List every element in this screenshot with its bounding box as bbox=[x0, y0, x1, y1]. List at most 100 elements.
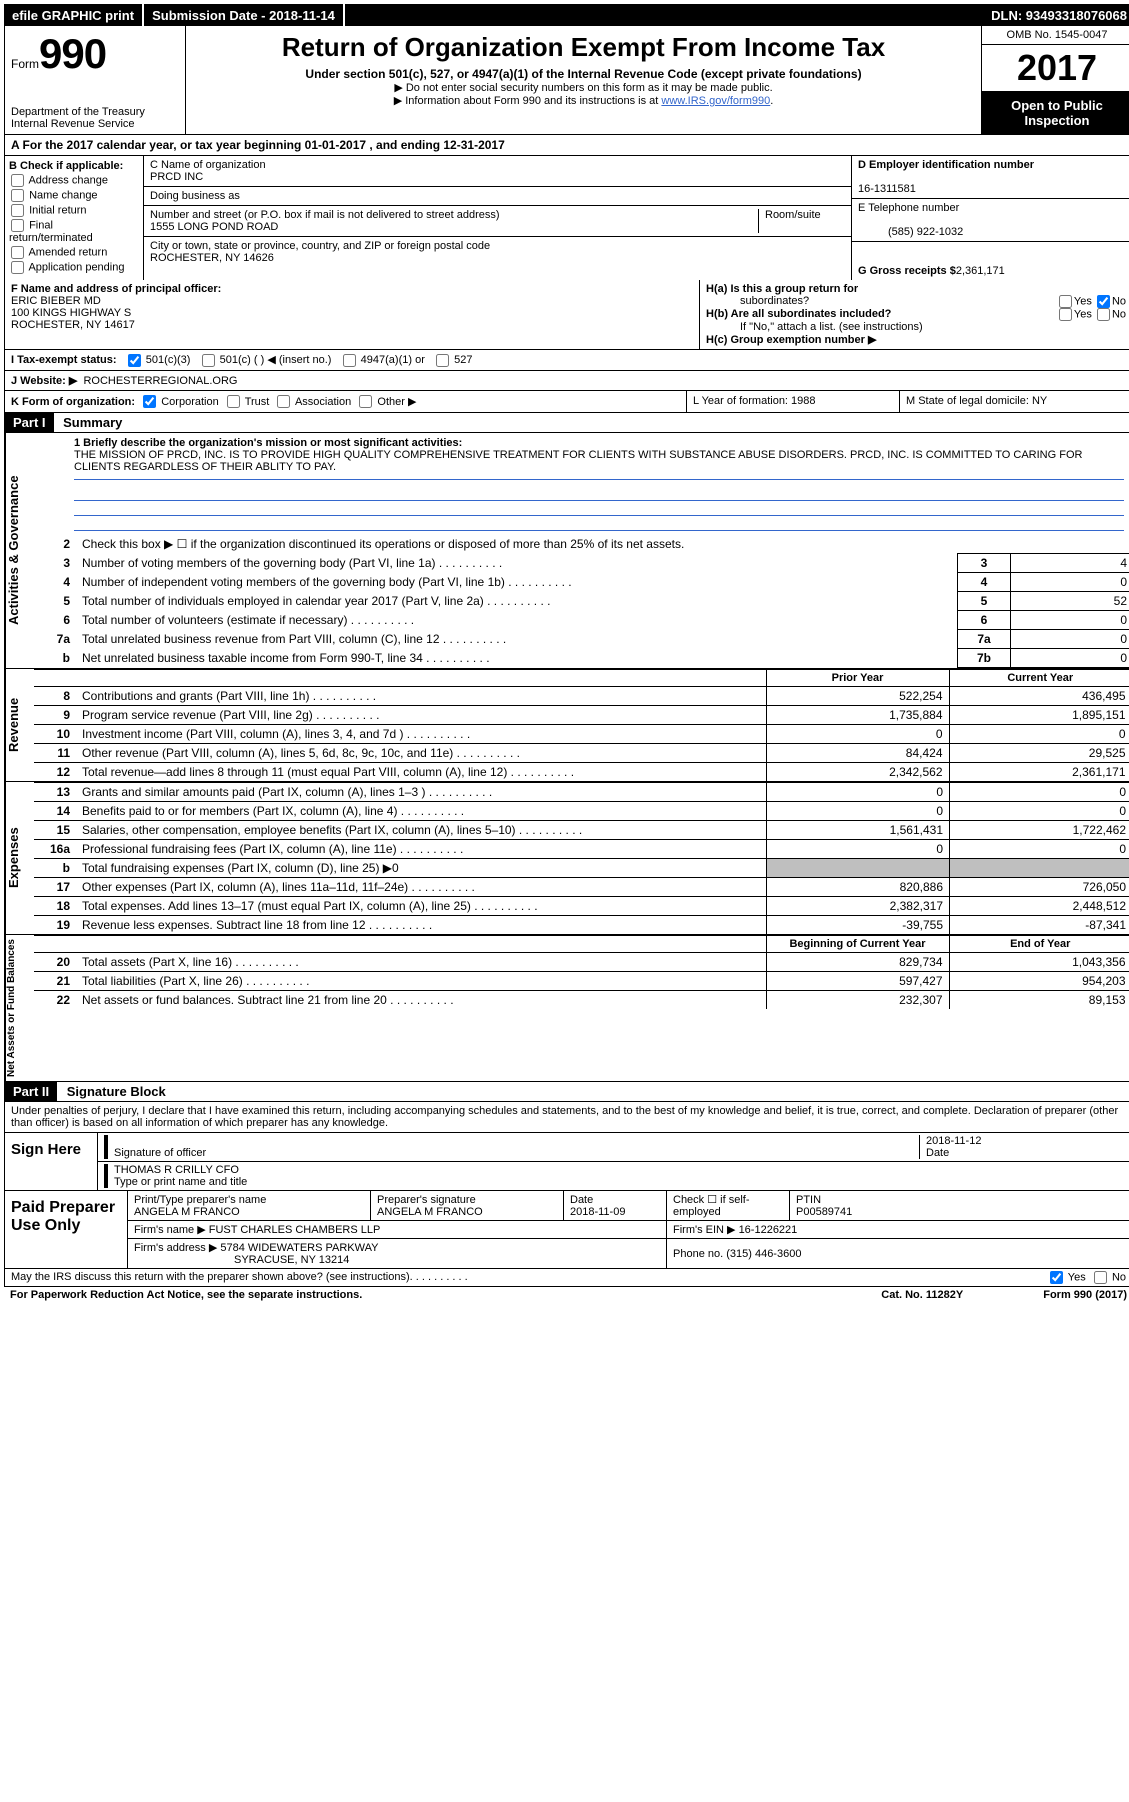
box-b: B Check if applicable: Address change Na… bbox=[5, 156, 144, 280]
hb-note: If "No," attach a list. (see instruction… bbox=[706, 321, 1126, 333]
gov-row: bNet unrelated business taxable income f… bbox=[34, 649, 1129, 668]
gov-row: 6Total number of volunteers (estimate if… bbox=[34, 611, 1129, 630]
preparer-block: Paid Preparer Use Only Print/Type prepar… bbox=[5, 1190, 1129, 1268]
form-label: Form bbox=[11, 57, 39, 71]
prep-date: 2018-11-09 bbox=[570, 1206, 625, 1218]
revenue-table: Prior YearCurrent Year 8Contributions an… bbox=[34, 669, 1129, 781]
officer-addr1: 100 KINGS HIGHWAY S bbox=[11, 307, 131, 319]
ein-label: D Employer identification number bbox=[858, 159, 1034, 171]
hb-yesno[interactable]: Yes No bbox=[1057, 308, 1126, 321]
hb-label: H(b) Are all subordinates included? bbox=[706, 308, 891, 321]
netassets-table: Beginning of Current YearEnd of Year 20T… bbox=[34, 935, 1129, 1009]
row-j: J Website: ▶ ROCHESTERREGIONAL.ORG bbox=[4, 371, 1129, 391]
revenue-section: Revenue Prior YearCurrent Year 8Contribu… bbox=[4, 669, 1129, 782]
netasset-row: 22Net assets or fund balances. Subtract … bbox=[34, 991, 1129, 1010]
tel-value: (585) 922-1032 bbox=[858, 226, 963, 238]
part2-badge: Part II bbox=[5, 1082, 57, 1101]
chk-application-pending[interactable]: Application pending bbox=[9, 261, 139, 274]
expense-row: 17Other expenses (Part IX, column (A), l… bbox=[34, 878, 1129, 897]
box-f: F Name and address of principal officer:… bbox=[5, 280, 699, 349]
chk-4947[interactable] bbox=[343, 354, 356, 367]
efile-label[interactable]: efile GRAPHIC print bbox=[4, 4, 144, 26]
form-org-label: K Form of organization: bbox=[11, 396, 135, 408]
chk-527[interactable] bbox=[436, 354, 449, 367]
officer-name: ERIC BIEBER MD bbox=[11, 295, 101, 307]
firm-addr2: SYRACUSE, NY 13214 bbox=[134, 1254, 349, 1266]
box-d: D Employer identification number16-13115… bbox=[851, 156, 1129, 280]
state-domicile: M State of legal domicile: NY bbox=[899, 391, 1129, 413]
prep-name: ANGELA M FRANCO bbox=[134, 1206, 240, 1218]
row-a-tax-year: A For the 2017 calendar year, or tax yea… bbox=[4, 135, 1129, 156]
expense-row: 18Total expenses. Add lines 13–17 (must … bbox=[34, 897, 1129, 916]
part2-title: Signature Block bbox=[61, 1084, 166, 1099]
hc-label: H(c) Group exemption number ▶ bbox=[706, 334, 876, 346]
side-label-net: Net Assets or Fund Balances bbox=[5, 935, 34, 1081]
end-year-hdr: End of Year bbox=[949, 936, 1129, 953]
expense-row: 15Salaries, other compensation, employee… bbox=[34, 821, 1129, 840]
part1-title: Summary bbox=[57, 415, 122, 430]
form-page: Form 990 (2017) bbox=[1043, 1289, 1127, 1301]
discuss-yesno[interactable]: Yes No bbox=[1048, 1271, 1126, 1284]
chk-initial-return[interactable]: Initial return bbox=[9, 204, 139, 217]
city-state-zip: ROCHESTER, NY 14626 bbox=[150, 252, 274, 264]
form-number: 990 bbox=[39, 30, 106, 77]
org-name: PRCD INC bbox=[150, 171, 203, 183]
gov-row: 4Number of independent voting members of… bbox=[34, 573, 1129, 592]
expense-row: bTotal fundraising expenses (Part IX, co… bbox=[34, 859, 1129, 878]
officer-name-value: THOMAS R CRILLY CFO bbox=[114, 1164, 239, 1176]
cat-no: Cat. No. 11282Y bbox=[881, 1289, 963, 1301]
gov-row: 3Number of voting members of the governi… bbox=[34, 554, 1129, 573]
box-b-title: B Check if applicable: bbox=[9, 160, 123, 172]
chk-corporation[interactable] bbox=[143, 395, 156, 408]
expenses-section: Expenses 13Grants and similar amounts pa… bbox=[4, 782, 1129, 935]
revenue-row: 9Program service revenue (Part VIII, lin… bbox=[34, 706, 1129, 725]
firm-ein: 16-1226221 bbox=[739, 1224, 798, 1236]
preparer-label: Paid Preparer Use Only bbox=[5, 1191, 127, 1268]
chk-final-return[interactable]: Final return/terminated bbox=[9, 219, 139, 244]
officer-title-label: Type or print name and title bbox=[114, 1176, 247, 1188]
box-c: C Name of organizationPRCD INC Doing bus… bbox=[144, 156, 851, 280]
revenue-row: 8Contributions and grants (Part VIII, li… bbox=[34, 687, 1129, 706]
date-label: Date bbox=[926, 1147, 949, 1159]
dln: DLN: 93493318076068 bbox=[991, 8, 1129, 23]
chk-address-change[interactable]: Address change bbox=[9, 174, 139, 187]
netasset-row: 21Total liabilities (Part X, line 26)597… bbox=[34, 972, 1129, 991]
activities-governance-section: Activities & Governance 1 Briefly descri… bbox=[4, 433, 1129, 669]
submission-date: Submission Date - 2018-11-14 bbox=[144, 4, 345, 26]
ptin: P00589741 bbox=[796, 1206, 852, 1218]
firm-name: FUST CHARLES CHAMBERS LLP bbox=[209, 1224, 381, 1236]
chk-amended[interactable]: Amended return bbox=[9, 246, 139, 259]
netassets-section: Net Assets or Fund Balances Beginning of… bbox=[4, 935, 1129, 1082]
chk-other[interactable] bbox=[359, 395, 372, 408]
side-label-exp: Expenses bbox=[5, 782, 34, 934]
chk-501c3[interactable] bbox=[128, 354, 141, 367]
part2-header: Part II Signature Block bbox=[4, 1082, 1129, 1102]
ha-sub: subordinates? bbox=[706, 295, 809, 308]
gov-row: 7aTotal unrelated business revenue from … bbox=[34, 630, 1129, 649]
chk-501c[interactable] bbox=[202, 354, 215, 367]
side-label-rev: Revenue bbox=[5, 669, 34, 781]
website-value: ROCHESTERREGIONAL.ORG bbox=[83, 375, 237, 387]
dept-treasury: Department of the Treasury bbox=[11, 106, 179, 118]
ha-yesno[interactable]: Yes No bbox=[1057, 295, 1126, 308]
top-bar: efile GRAPHIC print Submission Date - 20… bbox=[4, 4, 1129, 26]
bottom-line: For Paperwork Reduction Act Notice, see … bbox=[4, 1287, 1129, 1303]
mission-text: THE MISSION OF PRCD, INC. IS TO PROVIDE … bbox=[74, 449, 1124, 480]
form-subtitle: Under section 501(c), 527, or 4947(a)(1)… bbox=[192, 67, 975, 81]
chk-association[interactable] bbox=[277, 395, 290, 408]
tax-status-label: I Tax-exempt status: bbox=[11, 354, 117, 366]
firm-phone: (315) 446-3600 bbox=[726, 1248, 801, 1260]
irs-link[interactable]: www.IRS.gov/form990 bbox=[661, 95, 770, 107]
expenses-table: 13Grants and similar amounts paid (Part … bbox=[34, 782, 1129, 934]
box-h: H(a) Is this a group return for subordin… bbox=[699, 280, 1129, 349]
self-employed[interactable]: Check ☐ if self-employed bbox=[667, 1191, 790, 1221]
prep-sig: ANGELA M FRANCO bbox=[377, 1206, 483, 1218]
form-title: Return of Organization Exempt From Incom… bbox=[192, 32, 975, 63]
dba-label: Doing business as bbox=[144, 187, 851, 206]
section-bcd: B Check if applicable: Address change Na… bbox=[4, 156, 1129, 280]
signature-block: Under penalties of perjury, I declare th… bbox=[4, 1102, 1129, 1269]
chk-name-change[interactable]: Name change bbox=[9, 189, 139, 202]
chk-trust[interactable] bbox=[227, 395, 240, 408]
side-label-ag: Activities & Governance bbox=[5, 433, 34, 668]
irs-label: Internal Revenue Service bbox=[11, 118, 179, 130]
